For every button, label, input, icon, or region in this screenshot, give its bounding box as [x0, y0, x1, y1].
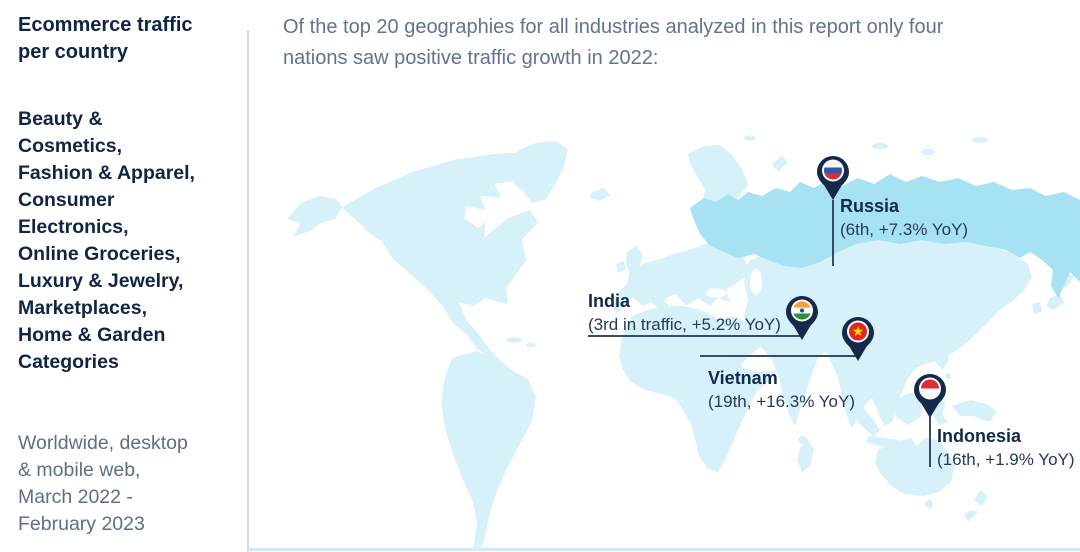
page-title: Of the top 20 geographies for all indust… [283, 16, 944, 69]
vietnam-label-detail: (19th, +16.3% YoY) [708, 392, 855, 411]
indonesia-leader-line [929, 414, 931, 467]
india-leader-line [588, 335, 803, 337]
russia-flag-icon [824, 161, 842, 180]
russia-label: Russia (6th, +7.3% YoY) [840, 194, 968, 241]
sidebar-categories: Beauty & Cosmetics, Fashion & Apparel, C… [18, 108, 195, 373]
russia-label-detail: (6th, +7.3% YoY) [840, 220, 969, 239]
sidebar: Ecommerce traffic per country Beauty & C… [18, 12, 218, 538]
india-label: India (3rd in traffic, +5.2% YoY) [588, 289, 781, 336]
indonesia-flag-icon [921, 379, 939, 398]
vertical-divider [247, 30, 249, 552]
indonesia-label: Indonesia (16th, +1.9% YoY) [937, 424, 1075, 471]
indonesia-label-name: Indonesia [937, 426, 1022, 446]
india-pin [786, 296, 818, 340]
india-label-detail: (3rd in traffic, +5.2% YoY) [588, 315, 781, 334]
russia-leader-line [832, 200, 834, 266]
sidebar-title: Ecommerce traffic per country [18, 14, 193, 63]
russia-label-name: Russia [840, 196, 900, 216]
india-flag-icon [793, 301, 811, 320]
indonesia-label-detail: (16th, +1.9% YoY) [937, 450, 1075, 469]
landmasses [287, 135, 1074, 550]
sidebar-footnote: Worldwide, desktop & mobile web, March 2… [18, 432, 188, 535]
russia-region [690, 174, 1080, 298]
russia-pin [817, 156, 849, 200]
bottom-accent-line [248, 548, 1080, 551]
vietnam-flag-icon [849, 322, 867, 341]
india-label-name: India [588, 291, 631, 311]
vietnam-label-name: Vietnam [708, 368, 778, 388]
inland-seas [706, 269, 762, 298]
vietnam-leader-line [700, 355, 857, 357]
indonesia-pin [914, 374, 946, 418]
world-map [287, 135, 1080, 550]
vietnam-label: Vietnam (19th, +16.3% YoY) [708, 366, 855, 413]
vietnam-pin [842, 317, 874, 361]
